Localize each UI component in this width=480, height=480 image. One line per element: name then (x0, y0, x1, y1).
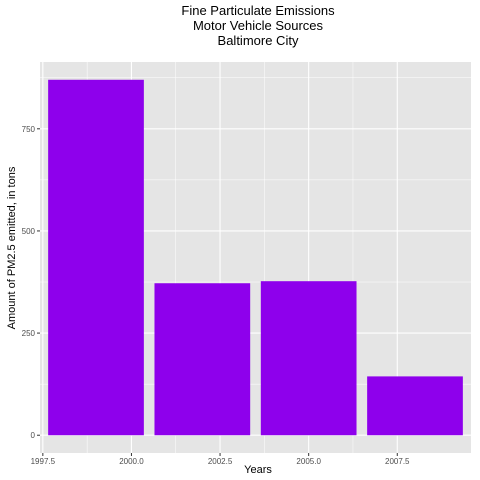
bar-2002 (154, 283, 251, 436)
x-tick-label: 2002.5 (208, 457, 233, 466)
x-tick-label: 2000.0 (119, 457, 144, 466)
y-tick-label: 0 (31, 431, 36, 440)
y-axis-ticks: 0 250 500 750 (22, 125, 40, 440)
bars (48, 79, 463, 436)
chart-title-line-2: Motor Vehicle Sources (193, 18, 324, 33)
x-axis-title: Years (244, 464, 272, 476)
y-tick-label: 750 (22, 125, 36, 134)
x-axis-ticks: 1997.5 2000.0 2002.5 2005.0 2007.5 (31, 453, 410, 466)
x-tick-label: 2005.0 (296, 457, 321, 466)
chart-title-line-1: Fine Particulate Emissions (181, 3, 335, 18)
y-axis-title: Amount of PM2.5 emitted, in tons (6, 166, 18, 329)
chart-title-line-3: Baltimore City (218, 33, 299, 48)
x-tick-label: 2007.5 (385, 457, 410, 466)
bar-2008 (367, 376, 463, 436)
x-tick-label: 1997.5 (31, 457, 56, 466)
y-tick-label: 500 (22, 227, 36, 236)
y-tick-label: 250 (22, 329, 36, 338)
bar-2005 (260, 281, 357, 436)
bar-1999 (48, 79, 144, 436)
